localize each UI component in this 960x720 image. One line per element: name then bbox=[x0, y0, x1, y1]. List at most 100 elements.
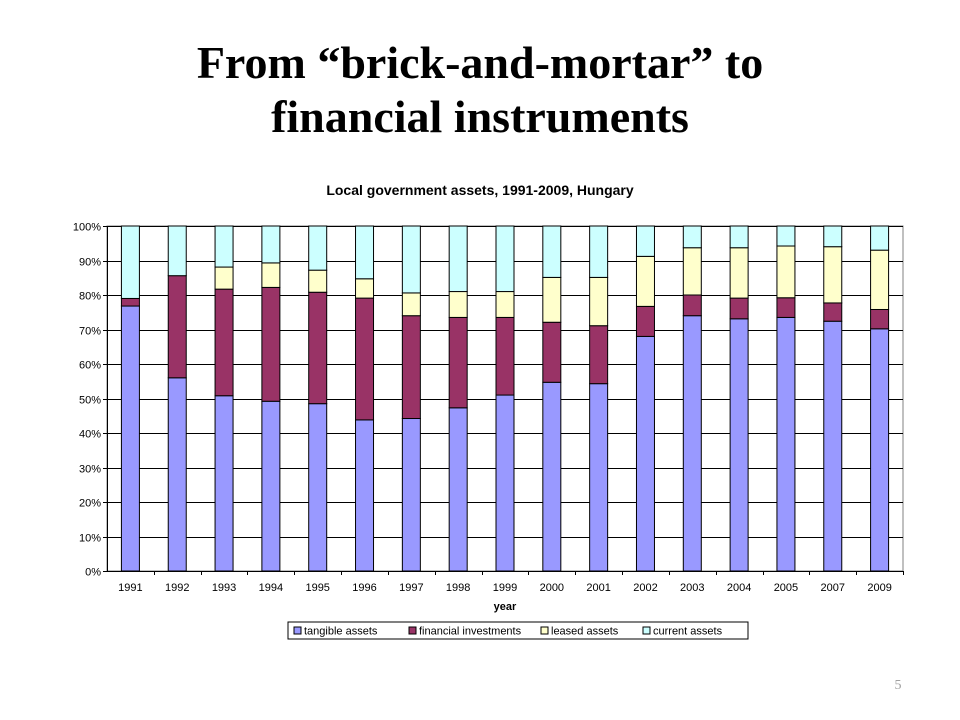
x-tick-label: 2000 bbox=[540, 582, 564, 594]
legend-swatch bbox=[293, 626, 302, 635]
bar-segment bbox=[355, 278, 375, 299]
bar-segment bbox=[823, 225, 843, 248]
bar-segment bbox=[355, 297, 375, 421]
bar-segment bbox=[589, 383, 609, 572]
slide-title-line-1: From “brick-and-mortar” to bbox=[196, 37, 764, 88]
bar-segment bbox=[542, 225, 562, 278]
bar-segment bbox=[355, 419, 375, 572]
slide-title-line-2: financial instruments bbox=[271, 91, 689, 142]
bar-segment bbox=[308, 291, 328, 405]
bar-segment bbox=[776, 225, 796, 247]
bar-segment bbox=[635, 225, 655, 257]
x-tick-label: 2004 bbox=[727, 582, 751, 594]
bar-segment bbox=[682, 315, 702, 572]
bar-segment bbox=[308, 225, 328, 271]
y-tick-label: 40% bbox=[79, 429, 101, 441]
bar-segment bbox=[589, 276, 609, 327]
bar-segment bbox=[261, 225, 281, 264]
bar-segment bbox=[682, 247, 702, 296]
page-number: 5 bbox=[894, 678, 902, 693]
bar-segment bbox=[167, 377, 187, 572]
bar-segment bbox=[729, 225, 749, 249]
bar-segment bbox=[729, 297, 749, 320]
legend-label: tangible assets bbox=[304, 626, 378, 638]
x-tick-label: 1994 bbox=[259, 582, 283, 594]
bar-segment bbox=[167, 275, 187, 379]
bar-segment bbox=[635, 305, 655, 337]
x-tick-label: 2002 bbox=[633, 582, 657, 594]
y-tick-label: 70% bbox=[79, 326, 101, 338]
bar-segment bbox=[448, 291, 468, 318]
x-tick-label: 1998 bbox=[446, 582, 470, 594]
bar-segment bbox=[308, 403, 328, 572]
x-tick-label: 2009 bbox=[867, 582, 891, 594]
x-tick-label: 1997 bbox=[399, 582, 423, 594]
y-tick-label: 90% bbox=[79, 257, 101, 269]
x-tick-label: 1995 bbox=[305, 582, 329, 594]
bar-segment bbox=[635, 255, 655, 307]
y-tick-label: 20% bbox=[79, 498, 101, 510]
bar-segment bbox=[870, 249, 890, 310]
bar-segment bbox=[729, 318, 749, 572]
bar-segment bbox=[495, 225, 515, 293]
bar-segment bbox=[776, 245, 796, 299]
bar-segment bbox=[495, 316, 515, 396]
bar-segment bbox=[495, 291, 515, 318]
x-tick-label: 1993 bbox=[212, 582, 236, 594]
bar-segment bbox=[729, 247, 749, 299]
bar-segment bbox=[120, 305, 140, 572]
bar-segment bbox=[870, 225, 890, 251]
bar-segment bbox=[401, 315, 421, 420]
bar-segment bbox=[261, 286, 281, 402]
bar-segment bbox=[776, 297, 796, 318]
bar-segment bbox=[823, 246, 843, 304]
y-tick-label: 100% bbox=[73, 222, 101, 234]
x-axis-label: year bbox=[494, 601, 517, 613]
bar-segment bbox=[401, 225, 421, 294]
legend-label: financial investments bbox=[419, 626, 522, 638]
bar-segment bbox=[682, 294, 702, 317]
bar-segment bbox=[355, 225, 375, 280]
bar-segment bbox=[401, 418, 421, 572]
bar-segment bbox=[870, 328, 890, 572]
bar-segment bbox=[542, 321, 562, 383]
y-tick-label: 10% bbox=[79, 533, 101, 545]
bar-segment bbox=[542, 381, 562, 572]
bar-segment bbox=[495, 394, 515, 572]
bar-segment bbox=[635, 335, 655, 572]
bar-segment bbox=[448, 407, 468, 572]
bar-segment bbox=[120, 225, 140, 299]
bar-segment bbox=[542, 276, 562, 323]
bar-segment bbox=[214, 266, 234, 290]
bar-segment bbox=[214, 395, 234, 572]
y-tick-label: 50% bbox=[79, 395, 101, 407]
x-tick-label: 1996 bbox=[352, 582, 376, 594]
bar-segment bbox=[682, 225, 702, 249]
y-tick-label: 60% bbox=[79, 360, 101, 372]
legend-swatch bbox=[408, 626, 417, 635]
legend-swatch bbox=[642, 626, 651, 635]
chart-title: Local government assets, 1991-2009, Hung… bbox=[326, 182, 634, 198]
bar-segment bbox=[776, 316, 796, 572]
x-tick-label: 1992 bbox=[165, 582, 189, 594]
x-tick-label: 2007 bbox=[821, 582, 845, 594]
bar-segment bbox=[448, 225, 468, 293]
bar-segment bbox=[167, 225, 187, 277]
bar-segment bbox=[214, 288, 234, 397]
y-tick-label: 30% bbox=[79, 464, 101, 476]
x-tick-label: 1999 bbox=[493, 582, 517, 594]
bar-segment bbox=[214, 225, 234, 268]
y-tick-label: 80% bbox=[79, 291, 101, 303]
bar-segment bbox=[870, 308, 890, 330]
legend bbox=[287, 621, 749, 640]
legend-label: current assets bbox=[653, 626, 723, 638]
x-tick-label: 2003 bbox=[680, 582, 704, 594]
slide-title: From “brick-and-mortar” to financial ins… bbox=[0, 36, 960, 144]
y-tick-label: 0% bbox=[85, 567, 101, 579]
bar-segment bbox=[401, 292, 421, 317]
x-tick-label: 1991 bbox=[118, 582, 142, 594]
bar-segment bbox=[261, 262, 281, 288]
bar-segment bbox=[308, 269, 328, 293]
x-tick-label: 2005 bbox=[774, 582, 798, 594]
